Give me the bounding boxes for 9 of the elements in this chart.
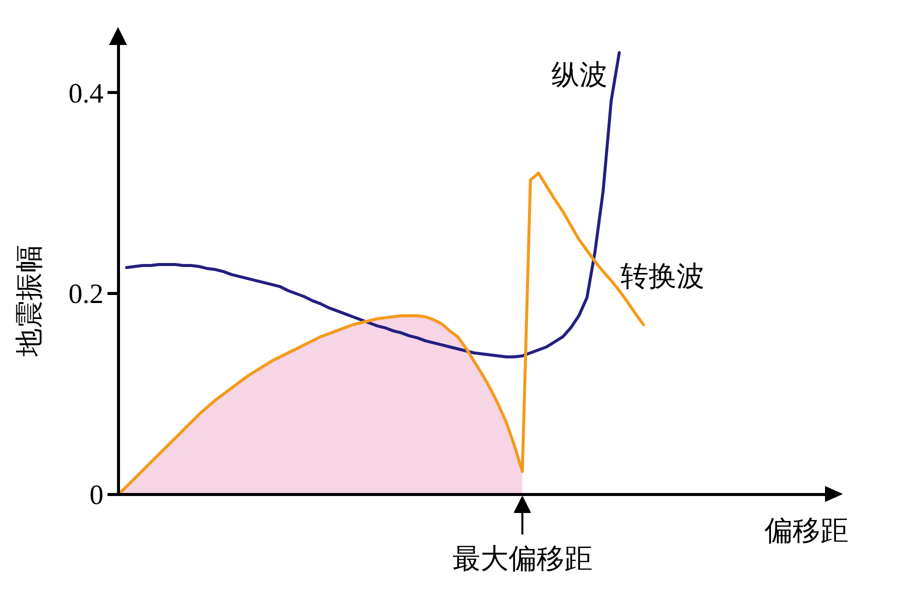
line-series [125,51,621,358]
series-label: 纵波 [551,58,608,92]
x-axis-title: 偏移距 [764,514,848,547]
series-label: 转换波 [620,259,704,292]
y-tick-label: 0.4 [68,78,104,110]
y-tick-label: 0.2 [68,279,104,310]
y-axis-title: 地震振幅 [12,244,46,358]
y-tick-label: 0 [90,480,104,511]
text: 最大偏移距 [452,542,592,575]
